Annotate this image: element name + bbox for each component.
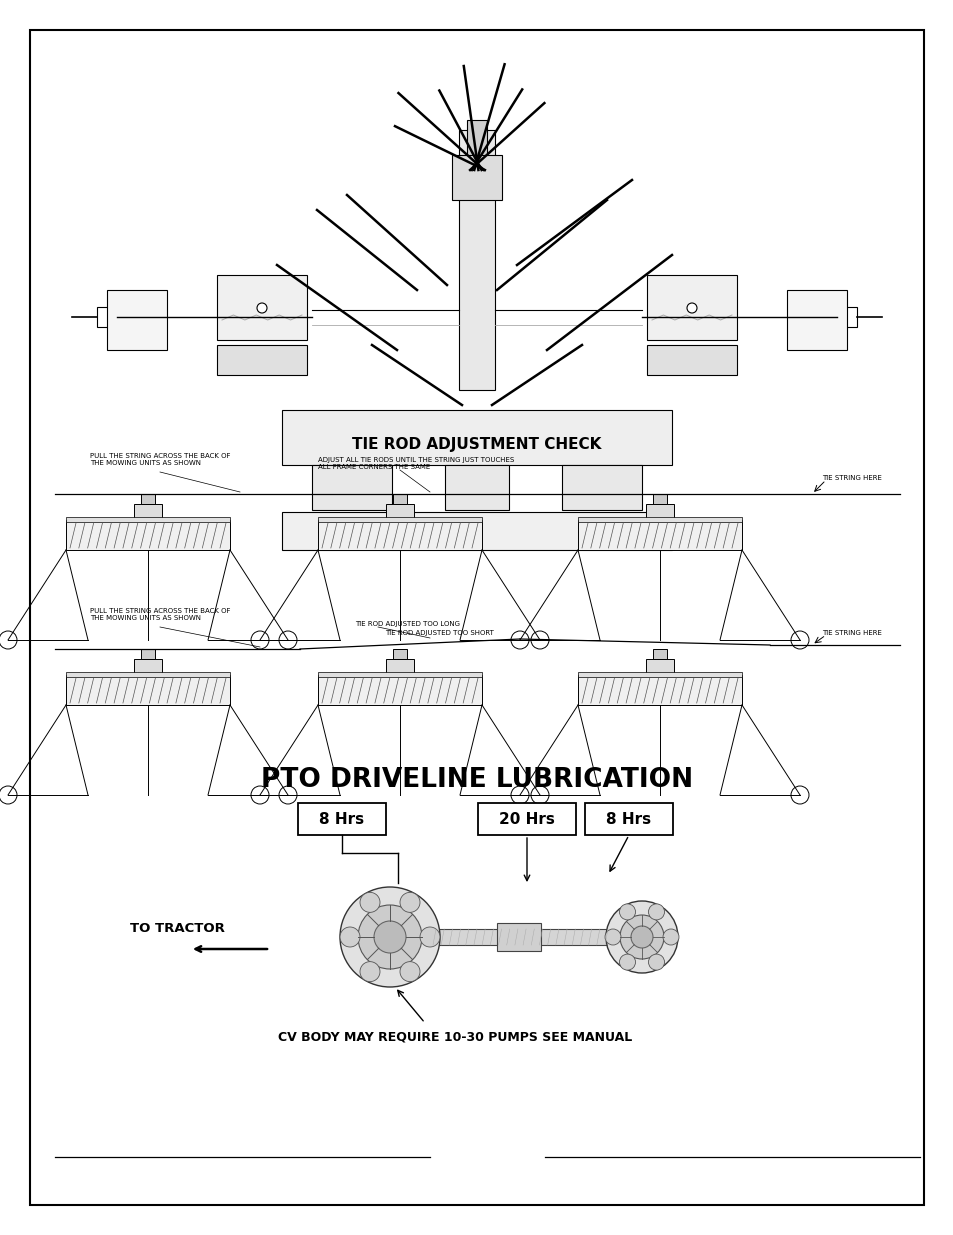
Circle shape — [339, 927, 359, 947]
Circle shape — [618, 955, 635, 971]
Bar — [561, 466, 641, 510]
Circle shape — [359, 893, 379, 913]
Circle shape — [790, 631, 808, 650]
Circle shape — [619, 915, 663, 960]
Text: TIE STRING HERE: TIE STRING HERE — [821, 630, 881, 636]
Bar — [646, 275, 737, 340]
Circle shape — [374, 921, 406, 953]
Bar — [497, 923, 540, 951]
Bar — [393, 494, 407, 504]
Bar — [141, 650, 154, 659]
Bar — [216, 275, 307, 340]
Circle shape — [251, 631, 269, 650]
Bar — [477, 803, 576, 835]
Circle shape — [0, 631, 17, 650]
Bar — [312, 466, 392, 510]
Circle shape — [419, 927, 439, 947]
Bar — [584, 803, 672, 835]
Circle shape — [618, 904, 635, 920]
Bar — [66, 520, 230, 550]
Circle shape — [511, 631, 529, 650]
Bar — [578, 676, 741, 705]
Text: TIE ROD ADJUSTED TOO SHORT: TIE ROD ADJUSTED TOO SHORT — [385, 630, 494, 636]
Text: TIE STRING HERE: TIE STRING HERE — [821, 475, 881, 480]
Bar — [133, 659, 162, 676]
Bar — [645, 504, 673, 520]
Circle shape — [531, 785, 548, 804]
Bar — [317, 676, 481, 705]
Bar — [133, 504, 162, 520]
Bar — [66, 672, 230, 677]
Bar — [66, 517, 230, 522]
Text: PULL THE STRING ACROSS THE BACK OF
THE MOWING UNITS AS SHOWN: PULL THE STRING ACROSS THE BACK OF THE M… — [90, 453, 231, 466]
Bar — [141, 494, 154, 504]
Bar — [317, 517, 481, 522]
Text: 20 Hrs: 20 Hrs — [498, 811, 555, 826]
Bar — [386, 504, 414, 520]
Bar — [282, 410, 671, 466]
Bar — [97, 308, 117, 327]
Bar — [646, 345, 737, 375]
Circle shape — [686, 303, 697, 312]
Text: 8 Hrs: 8 Hrs — [319, 811, 364, 826]
Circle shape — [630, 926, 652, 948]
Bar — [216, 345, 307, 375]
Bar — [836, 308, 856, 327]
Circle shape — [604, 929, 620, 945]
Bar — [578, 520, 741, 550]
Text: 8 Hrs: 8 Hrs — [606, 811, 651, 826]
Circle shape — [357, 905, 421, 969]
Circle shape — [251, 785, 269, 804]
Bar — [458, 130, 495, 390]
Circle shape — [278, 631, 296, 650]
Circle shape — [790, 785, 808, 804]
Circle shape — [648, 904, 664, 920]
Bar — [786, 290, 846, 350]
Circle shape — [399, 893, 419, 913]
Bar — [393, 650, 407, 659]
Bar — [578, 672, 741, 677]
Bar — [66, 676, 230, 705]
Bar — [467, 120, 486, 161]
Text: PTO DRIVELINE LUBRICATION: PTO DRIVELINE LUBRICATION — [261, 767, 692, 793]
Text: TIE ROD ADJUSTMENT CHECK: TIE ROD ADJUSTMENT CHECK — [352, 437, 601, 452]
Circle shape — [278, 785, 296, 804]
Circle shape — [256, 303, 267, 312]
Circle shape — [399, 962, 419, 982]
Circle shape — [605, 902, 678, 973]
Bar — [428, 929, 609, 945]
Bar — [386, 659, 414, 676]
Bar — [297, 803, 386, 835]
Bar — [652, 494, 666, 504]
Text: CV BODY MAY REQUIRE 10-30 PUMPS SEE MANUAL: CV BODY MAY REQUIRE 10-30 PUMPS SEE MANU… — [277, 1030, 632, 1044]
Circle shape — [339, 887, 439, 987]
Circle shape — [359, 962, 379, 982]
Bar — [282, 513, 671, 550]
Circle shape — [0, 785, 17, 804]
Text: PULL THE STRING ACROSS THE BACK OF
THE MOWING UNITS AS SHOWN: PULL THE STRING ACROSS THE BACK OF THE M… — [90, 608, 231, 621]
Bar — [452, 156, 501, 200]
Circle shape — [662, 929, 679, 945]
Circle shape — [531, 631, 548, 650]
Bar — [317, 672, 481, 677]
Bar — [645, 659, 673, 676]
Text: TO TRACTOR: TO TRACTOR — [130, 923, 225, 935]
Bar — [444, 466, 509, 510]
Circle shape — [511, 785, 529, 804]
Text: ADJUST ALL TIE RODS UNTIL THE STRING JUST TOUCHES
ALL FRAME CORNERS THE SAME: ADJUST ALL TIE RODS UNTIL THE STRING JUS… — [317, 457, 514, 471]
Bar — [317, 520, 481, 550]
Bar — [652, 650, 666, 659]
Bar — [578, 517, 741, 522]
Text: TIE ROD ADJUSTED TOO LONG: TIE ROD ADJUSTED TOO LONG — [355, 621, 459, 627]
Circle shape — [648, 955, 664, 971]
Bar — [107, 290, 167, 350]
